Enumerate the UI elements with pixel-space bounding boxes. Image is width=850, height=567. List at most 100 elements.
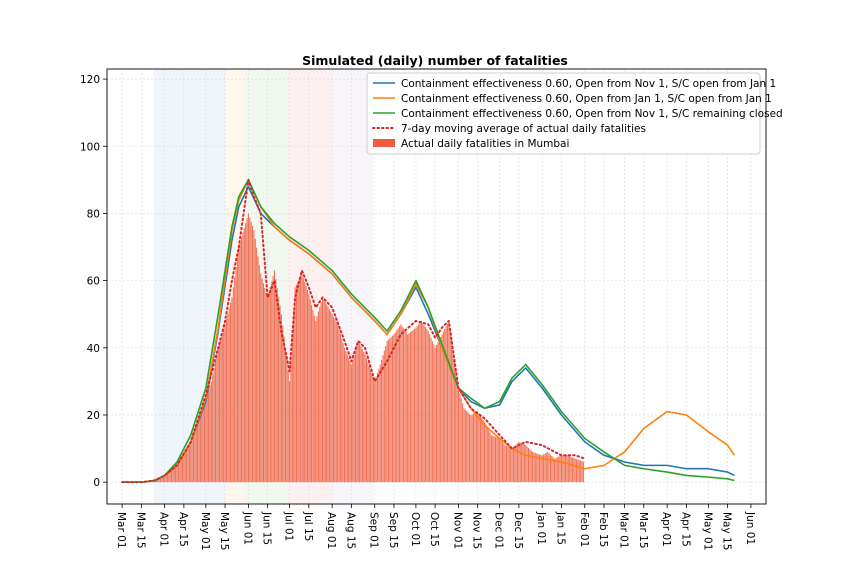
bar-actual-fatalities [201, 409, 203, 483]
bar-actual-fatalities [419, 322, 421, 483]
bar-actual-fatalities [440, 337, 442, 483]
bar-actual-fatalities [280, 314, 282, 483]
bar-actual-fatalities [412, 329, 414, 483]
bar-actual-fatalities [240, 237, 243, 483]
bar-actual-fatalities [478, 413, 480, 483]
bar-actual-fatalities [490, 435, 492, 483]
bar-actual-fatalities [300, 276, 302, 483]
bar-actual-fatalities [507, 446, 509, 483]
bar-actual-fatalities [166, 472, 168, 483]
bar-actual-fatalities [242, 232, 244, 483]
bar-actual-fatalities [353, 355, 355, 483]
bar-actual-fatalities [575, 459, 578, 483]
bar-actual-fatalities [551, 455, 553, 483]
x-tick-label: Nov 15 [471, 512, 483, 549]
bar-actual-fatalities [482, 419, 484, 483]
bar-actual-fatalities [323, 299, 325, 483]
bar-actual-fatalities [258, 265, 260, 483]
bar-actual-fatalities [363, 351, 365, 483]
bar-actual-fatalities [286, 359, 288, 483]
bar-actual-fatalities [433, 344, 435, 483]
bar-actual-fatalities [474, 412, 476, 483]
bar-actual-fatalities [294, 287, 296, 483]
bar-actual-fatalities [225, 318, 227, 483]
bar-actual-fatalities [375, 377, 377, 483]
bar-actual-fatalities [332, 316, 335, 483]
bar-actual-fatalities [349, 361, 351, 483]
x-tick-label: May 15 [721, 512, 733, 550]
bar-actual-fatalities [401, 326, 403, 483]
x-tick-label: May 15 [218, 512, 230, 550]
bar-actual-fatalities [341, 338, 343, 483]
bar-actual-fatalities [234, 277, 236, 483]
bar-actual-fatalities [420, 320, 422, 483]
x-tick-label: Apr 15 [177, 512, 189, 547]
x-tick-label: Dec 15 [512, 512, 524, 549]
bar-actual-fatalities [486, 427, 488, 483]
bar-actual-fatalities [306, 290, 308, 483]
x-tick-label: Apr 15 [679, 512, 691, 547]
bar-actual-fatalities [352, 359, 354, 483]
bar-actual-fatalities [261, 278, 263, 483]
bar-actual-fatalities [269, 286, 271, 483]
bar-actual-fatalities [328, 309, 330, 483]
bar-actual-fatalities [426, 328, 428, 483]
bar-actual-fatalities [246, 218, 248, 483]
bar-actual-fatalities [278, 296, 280, 483]
bar-actual-fatalities [245, 223, 247, 483]
bar-actual-fatalities [198, 417, 200, 483]
bar-actual-fatalities [462, 403, 464, 483]
bar-actual-fatalities [172, 466, 174, 483]
bar-actual-fatalities [567, 455, 569, 483]
bar-actual-fatalities [346, 354, 348, 483]
bar-actual-fatalities [320, 302, 322, 483]
bar-actual-fatalities [505, 445, 508, 483]
bar-actual-fatalities [396, 330, 398, 483]
bar-actual-fatalities [192, 433, 195, 483]
bar-actual-fatalities [209, 385, 211, 483]
bar-actual-fatalities [212, 374, 214, 483]
bar-actual-fatalities [194, 429, 196, 483]
bar-actual-fatalities [170, 467, 173, 483]
bar-actual-fatalities [202, 406, 204, 483]
bar-actual-fatalities [477, 411, 479, 483]
bar-actual-fatalities [228, 308, 230, 483]
bar-actual-fatalities [345, 351, 347, 483]
bar-actual-fatalities [473, 413, 475, 483]
bar-actual-fatalities [293, 310, 295, 483]
bar-actual-fatalities [404, 330, 406, 483]
x-tick-label: Jul 15 [302, 511, 314, 541]
bar-actual-fatalities [411, 331, 413, 483]
bar-actual-fatalities [446, 323, 449, 483]
bar-actual-fatalities [360, 346, 362, 483]
bar-actual-fatalities [268, 292, 270, 483]
bar-actual-fatalities [581, 461, 583, 483]
bar-actual-fatalities [165, 473, 167, 483]
bar-actual-fatalities [162, 475, 164, 483]
bar-actual-fatalities [271, 281, 273, 483]
bar-actual-fatalities [297, 281, 299, 483]
bar-actual-fatalities [442, 331, 444, 483]
bar-actual-fatalities [283, 336, 285, 483]
x-tick-label: Jan 01 [535, 511, 547, 545]
bar-actual-fatalities [158, 477, 160, 483]
bar-actual-fatalities [441, 334, 443, 483]
bar-actual-fatalities [230, 302, 232, 483]
bar-actual-fatalities [273, 270, 276, 483]
bar-actual-fatalities [186, 447, 188, 483]
bar-actual-fatalities [331, 314, 333, 483]
bar-actual-fatalities [431, 341, 433, 483]
bar-actual-fatalities [437, 342, 439, 483]
bar-actual-fatalities [179, 457, 181, 483]
bar-actual-fatalities [423, 324, 425, 483]
bar-actual-fatalities [536, 453, 538, 483]
bar-actual-fatalities [231, 297, 233, 483]
bar-actual-fatalities [422, 322, 424, 483]
bar-actual-fatalities [448, 320, 450, 483]
x-tick-label: May 01 [199, 512, 211, 550]
bar-actual-fatalities [489, 432, 491, 483]
bar-actual-fatalities [510, 447, 512, 483]
x-tick-label: Aug 01 [325, 512, 337, 549]
bar-actual-fatalities [379, 364, 381, 483]
bar-actual-fatalities [471, 414, 473, 483]
